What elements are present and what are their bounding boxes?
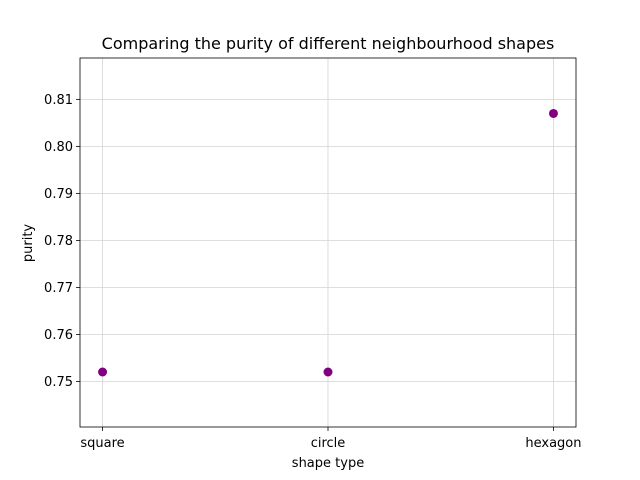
y-axis-label: purity	[21, 224, 36, 263]
grid-lines	[80, 58, 576, 427]
x-tick-label: square	[80, 436, 124, 451]
y-tick-label: 0.78	[44, 234, 73, 249]
x-axis-label: shape type	[292, 456, 364, 471]
data-point	[323, 367, 333, 377]
data-point	[548, 108, 558, 118]
x-tick-label: circle	[311, 436, 346, 451]
chart-title: Comparing the purity of different neighb…	[102, 34, 555, 53]
y-tick-label: 0.80	[44, 140, 73, 155]
data-points	[98, 108, 558, 377]
y-tick-label: 0.76	[44, 328, 73, 343]
axis-ticks: square circle hexagon 0.75 0.76 0.77 0.78 0.79 0…	[44, 93, 581, 451]
x-tick-label: hexagon	[525, 436, 581, 451]
y-tick-label: 0.81	[44, 93, 73, 108]
y-tick-label: 0.77	[44, 281, 73, 296]
y-tick-label: 0.79	[44, 187, 73, 202]
data-point	[98, 367, 108, 377]
y-tick-label: 0.75	[44, 375, 73, 390]
